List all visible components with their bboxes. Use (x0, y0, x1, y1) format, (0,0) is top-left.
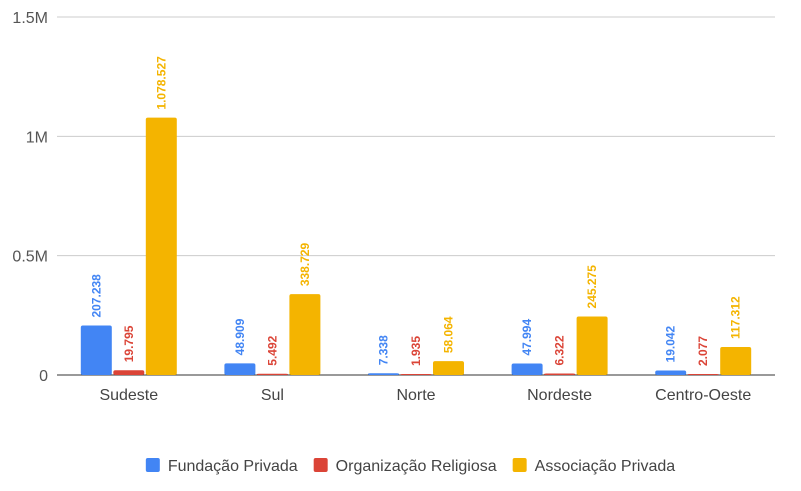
y-tick-label: 0 (39, 368, 48, 385)
data-label: 1.935 (409, 336, 423, 366)
bar (113, 370, 145, 375)
data-label: 338.729 (298, 242, 312, 286)
bar (720, 347, 752, 375)
bar (368, 373, 399, 375)
x-tick-label: Norte (396, 387, 435, 404)
data-label: 2.077 (696, 336, 710, 366)
x-tick-label: Sudeste (99, 387, 158, 404)
x-tick-label: Nordeste (527, 387, 592, 404)
bar (433, 361, 464, 375)
y-axis: 0 0.5M 1M 1.5M (12, 10, 48, 385)
data-label: 207.238 (89, 274, 103, 318)
bar (655, 370, 687, 375)
y-tick-label: 1.5M (12, 10, 48, 27)
x-tick-label: Sul (261, 387, 284, 404)
y-tick-label: 0.5M (12, 249, 48, 266)
data-label: 48.909 (233, 318, 247, 355)
bar (256, 373, 288, 375)
legend-label: Associação Privada (535, 458, 676, 475)
data-label: 19.795 (122, 325, 136, 362)
data-label: 47.994 (520, 319, 534, 356)
data-label: 245.275 (585, 265, 599, 309)
legend-swatch (313, 458, 328, 472)
data-label: 117.312 (729, 296, 743, 339)
y-tick-label: 1M (26, 129, 48, 146)
bars (80, 117, 752, 375)
bar (687, 374, 719, 375)
legend-swatch (512, 458, 527, 472)
data-labels: 207.238 19.795 1.078.527 48.909 5.492 338.729… (89, 56, 742, 366)
legend-swatch (145, 458, 160, 472)
data-label: 5.492 (265, 335, 279, 365)
data-label: 1.078.527 (154, 56, 168, 110)
bar (224, 363, 256, 375)
legend: Fundação Privada Organização Religiosa Ass… (145, 458, 676, 475)
legend-label: Organização Religiosa (336, 458, 497, 475)
data-label: 7.338 (377, 335, 391, 365)
x-tick-label: Centro-Oeste (655, 387, 751, 404)
data-label: 58.064 (442, 316, 456, 353)
x-axis: Sudeste Sul Norte Nordeste Centro-Oeste (99, 387, 751, 404)
bar (400, 374, 432, 375)
legend-label: Fundação Privada (168, 458, 298, 475)
bar (544, 373, 576, 375)
bar (511, 363, 543, 375)
data-label: 19.042 (664, 325, 678, 362)
data-label: 6.322 (553, 335, 567, 365)
bar (289, 294, 321, 375)
bar (145, 117, 177, 375)
bar (80, 325, 112, 375)
bar (576, 316, 608, 375)
